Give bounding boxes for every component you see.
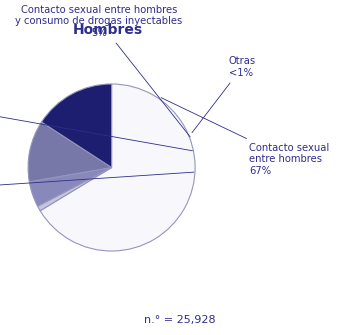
Text: Contacto
heterosexual
de alto riesgo
16%: Contacto heterosexual de alto riesgo 16% (0, 166, 194, 211)
Wedge shape (41, 84, 112, 168)
Text: n.° = 25,928: n.° = 25,928 (144, 315, 216, 325)
Wedge shape (28, 122, 112, 182)
Text: Contacto sexual
entre hombres
67%: Contacto sexual entre hombres 67% (161, 98, 330, 176)
Wedge shape (40, 84, 195, 251)
Text: Otras
<1%: Otras <1% (192, 57, 256, 133)
Text: Consumo de drogas
inyectables
12%: Consumo de drogas inyectables 12% (0, 88, 193, 151)
Wedge shape (37, 168, 112, 211)
Wedge shape (29, 168, 112, 206)
Text: Contacto sexual entre hombres
y consumo de drogas inyectables
5%: Contacto sexual entre hombres y consumo … (15, 5, 190, 137)
Text: Hombres: Hombres (73, 23, 143, 38)
